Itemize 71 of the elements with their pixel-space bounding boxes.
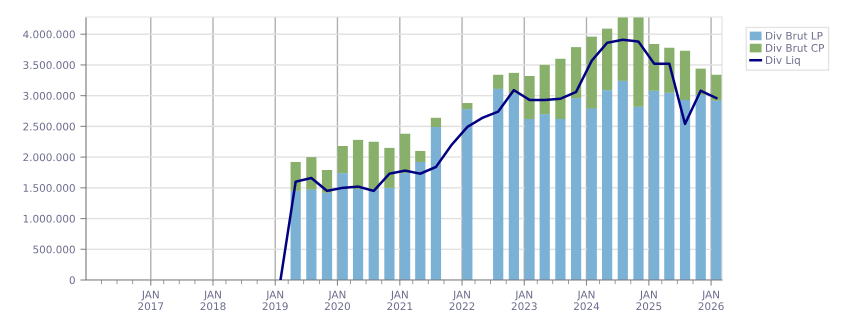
bar [322, 192, 332, 280]
x-tick-label: JAN 2022 [450, 290, 474, 310]
bar [696, 68, 706, 96]
bar [633, 106, 644, 280]
y-tick-label: 4.000.000 [23, 30, 75, 38]
bar [338, 146, 348, 174]
bar [540, 64, 550, 114]
bar [290, 190, 301, 280]
bar [570, 47, 582, 98]
bar [586, 108, 597, 280]
bar [524, 76, 535, 120]
y-tick-label: 0 [70, 276, 75, 284]
bar [696, 95, 706, 280]
x-tick-label: JAN 2024 [574, 290, 600, 310]
bar [368, 190, 379, 280]
bar [415, 162, 426, 280]
bar [400, 173, 410, 280]
y-tick-label: 3.500.000 [23, 61, 75, 70]
bar [711, 74, 722, 101]
bar [306, 157, 316, 190]
bar [649, 90, 660, 280]
bar [602, 90, 612, 280]
x-tick-label: JAN 2026 [698, 290, 724, 310]
y-tick-label: 2.000.000 [23, 153, 75, 162]
legend-label: Div Brut LP [766, 32, 823, 40]
bar [352, 140, 364, 190]
bar [664, 92, 674, 280]
legend-label: Div Brut CP [766, 44, 824, 52]
line-series [279, 38, 718, 280]
bar [680, 50, 690, 100]
bar [711, 100, 722, 280]
bar [368, 142, 379, 190]
bar [462, 103, 472, 110]
x-tick-label: JAN 2021 [387, 290, 412, 310]
bar [415, 150, 426, 162]
bar [462, 109, 472, 280]
bar [493, 88, 504, 280]
bar [508, 94, 519, 280]
x-tick-label: JAN 2017 [138, 290, 164, 310]
bar [338, 173, 348, 280]
bar [649, 44, 660, 91]
bar [352, 189, 364, 280]
bar [602, 28, 612, 90]
y-tick-label: 500.000 [33, 246, 75, 254]
bar [618, 17, 628, 81]
x-tick-label: JAN 2018 [200, 290, 226, 310]
bar [586, 36, 597, 109]
y-tick-label: 2.500.000 [23, 122, 75, 130]
x-tick-label: JAN 2019 [262, 290, 288, 310]
bar [384, 188, 395, 280]
bar [618, 80, 628, 280]
bar [570, 98, 582, 280]
bar [493, 74, 504, 89]
bar [430, 118, 442, 127]
bar [430, 126, 442, 280]
x-tick-label: JAN 2025 [636, 290, 662, 310]
legend-label: Div Liq [766, 56, 800, 66]
y-tick-label: 3.000.000 [23, 92, 75, 100]
bar [633, 17, 644, 107]
bar [306, 190, 316, 280]
bar [555, 58, 566, 120]
y-tick-label: 1.000.000 [24, 214, 75, 223]
bar [524, 119, 535, 280]
y-tick-label: 1.500.000 [24, 184, 75, 192]
bar [400, 134, 410, 174]
bar [384, 148, 395, 188]
x-tick-label: JAN 2020 [324, 290, 350, 310]
bar [555, 119, 566, 280]
bar [540, 114, 550, 280]
bar [680, 100, 690, 280]
x-tick-label: JAN 2023 [512, 290, 537, 310]
